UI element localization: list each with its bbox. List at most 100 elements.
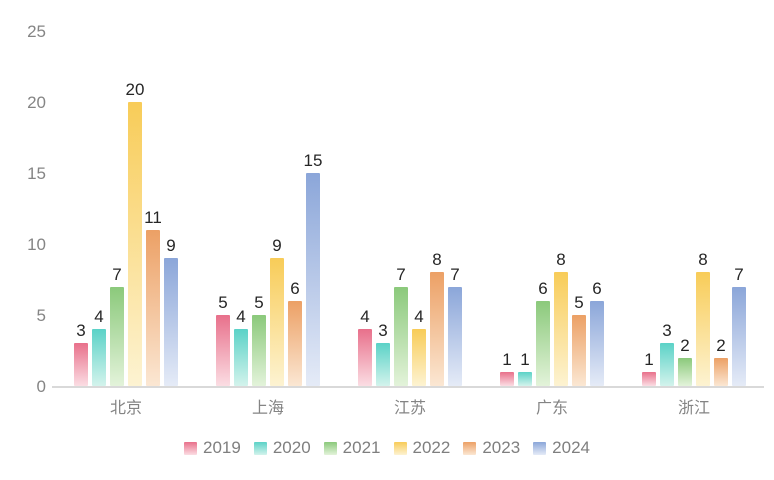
bar-value-label: 5 (574, 293, 584, 312)
legend-swatch (533, 441, 547, 455)
bar-rect (696, 272, 710, 386)
bar-rect (306, 173, 320, 386)
bar-2020: 3 (660, 321, 674, 386)
bar-2019: 1 (642, 350, 656, 386)
bar-value-label: 4 (360, 307, 370, 327)
bar-rect (270, 258, 284, 386)
bar-value-label: 4 (236, 307, 246, 327)
bar-rect (732, 286, 746, 386)
y-tick-label: 0 (36, 377, 46, 396)
x-axis-line (52, 386, 764, 388)
bar-value-label: 4 (414, 307, 424, 327)
legend-label: 2019 (203, 438, 241, 457)
bar-2022: 20 (126, 80, 144, 386)
legend-label: 2021 (342, 438, 381, 457)
legend-swatch (463, 441, 477, 455)
bar-rect (358, 329, 372, 386)
y-tick-label: 5 (36, 306, 46, 325)
bar-value-label: 1 (644, 349, 654, 369)
bar-2021: 7 (394, 265, 408, 386)
bar-value-label: 1 (520, 349, 530, 369)
bar-2022: 9 (270, 236, 284, 386)
bar-2019: 3 (74, 321, 88, 386)
bar-value-label: 2 (680, 335, 690, 355)
legend-item-2020: 2020 (253, 438, 311, 458)
x-category-label: 广东 (535, 400, 568, 417)
bar-rect (288, 300, 302, 386)
x-category-label: 浙江 (677, 400, 710, 417)
bar-value-label: 7 (396, 264, 406, 284)
bar-value-label: 8 (698, 250, 708, 270)
legend-item-2024: 2024 (533, 438, 590, 458)
bar-2024: 7 (448, 265, 462, 386)
bar-rect (110, 286, 124, 386)
y-tick-label: 20 (27, 93, 46, 112)
bar-value-label: 1 (502, 349, 512, 369)
bar-rect (92, 329, 106, 386)
bar-value-label: 3 (76, 321, 86, 341)
legend-item-2019: 2019 (184, 438, 241, 458)
y-axis: 0 5 10 15 20 25 (0, 0, 46, 480)
bar-2020: 1 (518, 350, 532, 386)
bar-2022: 4 (412, 307, 426, 386)
bar-value-label: 8 (432, 250, 442, 270)
bar-value-label: 4 (94, 307, 104, 327)
x-category-label: 江苏 (393, 400, 426, 417)
bar-2023: 2 (714, 336, 728, 386)
bar-2022: 8 (554, 250, 568, 386)
bar-rect (590, 300, 604, 386)
bar-rect (412, 329, 426, 386)
bar-rect (74, 343, 88, 386)
bar-rect (678, 357, 692, 386)
bar-value-label: 7 (734, 264, 744, 284)
bar-value-label: 11 (144, 207, 162, 227)
legend-item-2023: 2023 (463, 438, 520, 458)
bar-2023: 8 (430, 250, 444, 386)
legend-swatch (253, 441, 267, 455)
bar-value-label: 9 (272, 236, 282, 256)
bar-2021: 6 (536, 279, 550, 386)
bar-2020: 3 (376, 321, 390, 386)
bar-2020: 4 (234, 307, 248, 386)
bar-rect (252, 315, 266, 386)
bar-rect (128, 102, 142, 386)
legend-label: 2023 (482, 438, 521, 457)
legend-swatch (184, 441, 198, 455)
bar-rect (146, 229, 160, 386)
bar-value-label: 2 (716, 335, 726, 355)
bar-value-label: 3 (378, 321, 388, 341)
bar-value-label: 8 (556, 250, 566, 270)
plot-area: 3 4 7 20 11 9 5 4 5 9 6 15 4 3 7 4 8 7 1 1 6 8 5 6 1 3 2 8 2 7 (55, 31, 765, 386)
y-tick-label: 15 (27, 164, 46, 183)
bar-2024: 6 (590, 279, 604, 386)
bar-rect (660, 343, 674, 386)
bar-2024: 9 (164, 236, 178, 386)
bar-value-label: 7 (112, 264, 122, 284)
bar-2019: 1 (500, 350, 514, 386)
bar-rect (518, 371, 532, 386)
bar-rect (394, 286, 408, 386)
x-category-label: 北京 (109, 400, 142, 417)
bar-rect (216, 315, 230, 386)
bar-rect (536, 300, 550, 386)
y-tick-label: 25 (27, 22, 46, 41)
legend-swatch (393, 441, 407, 455)
legend-label: 2022 (412, 438, 451, 457)
bar-rect (642, 371, 656, 386)
bar-2024: 15 (304, 151, 322, 386)
legend: 2019 2020 2021 2022 2023 2024 (0, 438, 774, 458)
bar-value-label: 5 (254, 293, 264, 312)
legend-swatch (323, 441, 337, 455)
bar-2022: 8 (696, 250, 710, 386)
bar-2021: 7 (110, 265, 124, 386)
legend-label: 2024 (552, 438, 590, 457)
bar-rect (714, 357, 728, 386)
bar-2019: 5 (216, 293, 230, 386)
bar-2023: 6 (288, 279, 302, 386)
bar-value-label: 6 (592, 278, 602, 298)
bar-rect (430, 272, 444, 386)
bar-rect (376, 343, 390, 386)
bar-rect (554, 272, 568, 386)
bar-2020: 4 (92, 307, 106, 386)
